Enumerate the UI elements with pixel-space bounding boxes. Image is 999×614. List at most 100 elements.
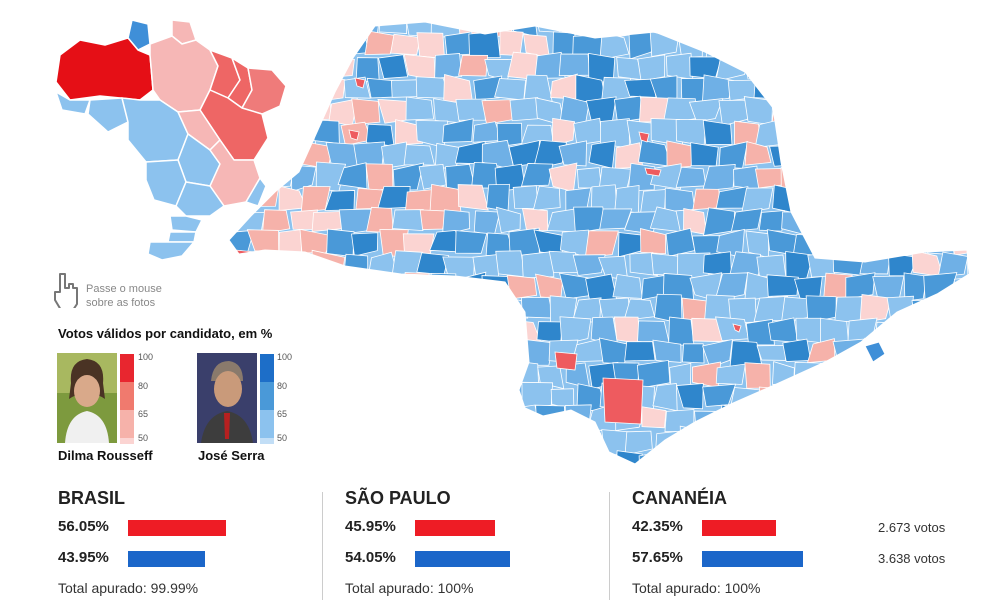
municipality-cell (771, 99, 798, 125)
municipality-cell (715, 363, 746, 385)
dilma-votes: 2.673 votos (878, 520, 946, 535)
municipality-cell (234, 77, 262, 99)
municipality-cell (806, 386, 841, 409)
municipality-cell (377, 186, 411, 210)
municipality-cell (949, 141, 969, 167)
dilma-photo[interactable] (57, 353, 117, 443)
municipality-cell (363, 384, 398, 411)
municipality-cell (912, 430, 943, 455)
municipality-cell (367, 297, 395, 320)
municipality-cell (857, 119, 893, 144)
municipality-cell (289, 296, 318, 324)
municipality-cell (976, 188, 985, 209)
municipality-cell (364, 472, 397, 482)
municipality-cell (705, 29, 735, 59)
municipality-cell (916, 472, 940, 482)
municipality-cell (819, 362, 853, 390)
municipality-cell (692, 22, 722, 37)
municipality-cell (249, 98, 281, 123)
municipality-cell (962, 387, 969, 409)
municipality-cell (624, 341, 656, 362)
municipality-cell (351, 22, 382, 36)
divider-1 (322, 492, 323, 600)
dilma-tick-80: 80 (138, 381, 149, 391)
municipality-cell (404, 364, 435, 390)
municipality-cell (316, 475, 342, 482)
municipality-cell (262, 209, 291, 235)
municipality-cell (404, 450, 436, 464)
municipality-cell (767, 450, 799, 464)
municipality-cell (688, 98, 724, 123)
municipality-cell (392, 383, 423, 409)
municipality-cell (235, 295, 267, 322)
municipality-cell (744, 141, 772, 166)
municipality-cell (756, 29, 789, 61)
municipality-cell (443, 384, 474, 413)
municipality-cell (848, 189, 876, 211)
municipality-cell (298, 362, 333, 390)
municipality-cell (796, 55, 828, 82)
municipality-cell (238, 165, 266, 189)
serra-bar (128, 551, 205, 567)
municipality-cell (924, 22, 958, 36)
dilma-name: Dilma Rousseff (58, 448, 153, 463)
municipality-cell (366, 206, 394, 234)
serra-tick-50: 50 (277, 433, 288, 443)
municipality-cell (809, 162, 841, 191)
municipality-cell (676, 383, 704, 410)
dilma-tick-65: 65 (138, 409, 149, 419)
serra-photo[interactable] (197, 353, 257, 443)
municipality-cell (637, 54, 666, 82)
municipality-cell (756, 254, 787, 279)
municipality-cell (289, 30, 317, 54)
municipality-cell (481, 403, 510, 432)
municipality-cell (742, 22, 776, 36)
municipality-cell (928, 405, 953, 433)
municipality-cell (390, 33, 421, 56)
municipality-cell (458, 54, 489, 77)
municipality-cell (260, 121, 293, 148)
municipality-cell (394, 294, 424, 323)
municipality-cell (471, 471, 501, 482)
municipality-cell (875, 230, 905, 257)
municipality-cell (229, 95, 256, 122)
municipality-cell (923, 272, 958, 300)
municipality-cell (288, 339, 321, 363)
municipality-cell (356, 360, 384, 386)
hover-hint: Passe o mouse sobre as fotos (52, 272, 232, 312)
municipality-cell (408, 405, 435, 433)
municipality-cell (766, 274, 799, 297)
municipality-cell (532, 139, 567, 170)
municipality-cell (924, 184, 956, 213)
municipality-cell (613, 316, 641, 344)
municipality-cell (682, 343, 705, 364)
municipality-cell (473, 75, 503, 101)
municipality-cell (965, 207, 969, 237)
municipality-cell (572, 254, 606, 276)
municipality-cell (585, 273, 618, 302)
municipality-cell (446, 340, 475, 365)
municipality-cell (733, 30, 760, 56)
municipality-cell (429, 362, 462, 388)
municipality-cell (325, 22, 356, 34)
municipality-cell (434, 53, 463, 79)
municipality-cell (872, 405, 899, 435)
municipality-cell (668, 316, 695, 346)
municipality-cell (585, 22, 618, 38)
municipality-cell (936, 76, 967, 102)
municipality-cell (976, 364, 985, 386)
region-title: CANANÉIA (632, 488, 728, 508)
municipality-cell (872, 275, 905, 300)
municipality-cell (285, 251, 315, 280)
municipality-cell (367, 428, 395, 456)
municipality-cell (534, 22, 562, 33)
municipality-cell (702, 74, 735, 102)
municipality-cell (455, 230, 488, 254)
municipality-cell (403, 144, 435, 166)
municipality-cell (457, 184, 489, 211)
municipality-cell (772, 184, 797, 214)
municipality-cell (860, 30, 886, 58)
serra-percent: 54.05% (345, 549, 396, 566)
municipality-cell (675, 119, 707, 147)
municipality-cell (767, 405, 797, 433)
